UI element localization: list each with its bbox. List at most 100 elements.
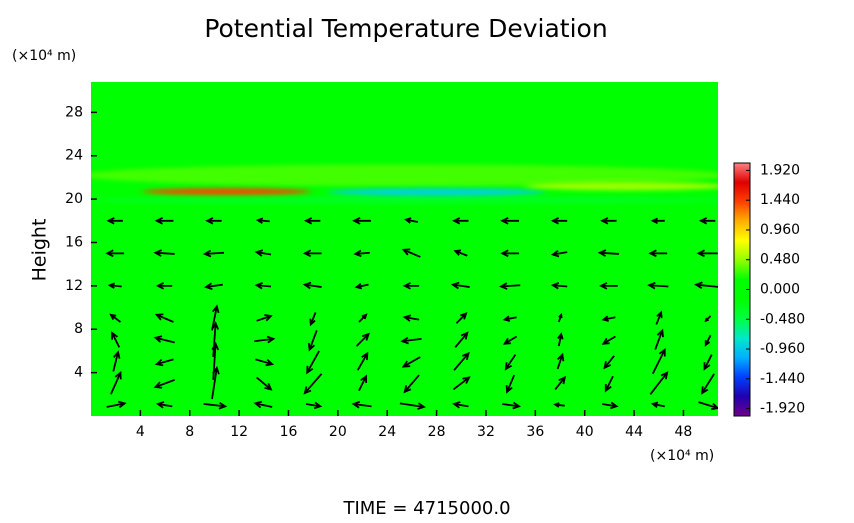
vector-arrow xyxy=(603,355,615,370)
field-feature xyxy=(91,196,718,204)
vector-arrow xyxy=(203,401,228,410)
vector-arrow xyxy=(400,336,422,345)
vector-arrow xyxy=(302,281,322,290)
vector-arrow xyxy=(254,282,272,290)
vector-arrow xyxy=(696,249,718,258)
y-tick-label: 16 xyxy=(65,234,83,250)
y-tick-label: 12 xyxy=(65,278,83,294)
vector-arrow xyxy=(553,402,565,408)
vector-arrow xyxy=(256,314,273,322)
vector-arrow xyxy=(500,249,520,258)
vector-arrow xyxy=(504,354,517,371)
colorbar: 1.920 1.440 0.960 0.480 0.000 -0.480 -0.960 -1.… xyxy=(733,162,805,417)
vector-arrow xyxy=(309,312,317,327)
vector-arrow xyxy=(107,282,122,289)
vector-arrow xyxy=(211,304,220,331)
vector-arrow xyxy=(600,217,617,225)
vector-arrow xyxy=(358,313,368,323)
vector-arrow xyxy=(651,347,666,375)
vector-arrow xyxy=(155,282,173,290)
colorbar-tick-label: -1.920 xyxy=(760,401,805,417)
vector-arrow xyxy=(502,401,522,410)
vector-arrow xyxy=(399,402,426,410)
vector-arrow xyxy=(354,282,369,290)
x-tick-label: 28 xyxy=(428,424,446,440)
vector-arrow xyxy=(454,331,469,348)
vector-arrow xyxy=(452,401,469,409)
vector-arrow xyxy=(253,400,273,409)
vector-arrow xyxy=(403,217,419,224)
vector-arrow xyxy=(106,400,127,409)
vector-arrow xyxy=(601,335,616,345)
vector-arrow xyxy=(499,282,521,290)
vector-arrow xyxy=(650,401,665,409)
vector-arrow xyxy=(353,249,370,258)
vector-arrow xyxy=(452,376,471,391)
vector-arrow xyxy=(153,249,175,257)
vector-arrow xyxy=(355,332,370,347)
vector-arrow xyxy=(655,310,663,325)
footer-label: TIME = 4715000.0 xyxy=(342,498,510,519)
y-tick-label: 28 xyxy=(65,104,83,120)
colorbar-tick-label: 0.000 xyxy=(760,282,800,298)
vector-arrow xyxy=(703,354,713,371)
colorbar-tick-label: 0.480 xyxy=(760,252,800,268)
vector-arrow xyxy=(110,370,122,395)
x-tick-label: 24 xyxy=(378,424,396,440)
vector-arrow xyxy=(453,351,470,371)
x-tick-label: 20 xyxy=(329,424,347,440)
vector-arrow xyxy=(604,375,614,393)
vector-arrow xyxy=(305,401,323,410)
vector-arrow xyxy=(112,350,121,372)
x-tick-label: 16 xyxy=(280,424,298,440)
x-unit-label: (×10⁴ m) xyxy=(650,448,714,464)
vector-arrow xyxy=(455,312,468,324)
vector-arrow xyxy=(597,249,620,257)
vector-arrow xyxy=(306,350,320,375)
vector-arrow xyxy=(403,374,420,394)
field-feature xyxy=(327,188,546,196)
vector-arrow xyxy=(356,351,369,371)
y-tick-label: 8 xyxy=(74,321,83,337)
vector-arrow xyxy=(453,249,468,257)
vector-arrow xyxy=(450,281,470,290)
vector-arrow xyxy=(502,335,518,345)
vector-arrow xyxy=(402,314,420,322)
vector-arrow xyxy=(601,315,616,322)
vector-arrow xyxy=(648,249,668,258)
x-tick-label: 4 xyxy=(136,424,145,440)
field-feature xyxy=(525,181,718,191)
y-tick-label: 4 xyxy=(74,365,83,381)
vector-arrow xyxy=(105,249,125,258)
vector-arrow xyxy=(452,217,469,225)
colorbar-tick-label: 1.440 xyxy=(760,192,800,208)
vector-arrow xyxy=(202,249,225,258)
vector-arrow xyxy=(704,334,712,347)
vector-arrow xyxy=(557,332,564,347)
vector-arrow xyxy=(106,217,123,225)
chart-title: Potential Temperature Deviation xyxy=(204,14,607,43)
colorbar-tick-label: -0.960 xyxy=(760,341,805,357)
vector-arrow xyxy=(556,352,565,370)
vector-arrow xyxy=(502,315,517,322)
vector-arrow xyxy=(694,281,718,290)
vector-arrow xyxy=(153,335,175,344)
vector-arrow xyxy=(109,313,122,323)
vector-arrow xyxy=(303,373,323,395)
vector-arrow xyxy=(701,373,715,395)
field-feature xyxy=(142,188,311,195)
x-tick-label: 40 xyxy=(576,424,594,440)
vector-arrow xyxy=(302,249,322,258)
vector-arrow xyxy=(654,328,664,351)
vector-arrow xyxy=(255,217,270,224)
vector-arrow xyxy=(698,217,716,225)
colorbar-tick-label: -0.480 xyxy=(760,311,805,327)
vector-arrow xyxy=(256,376,273,391)
vector-arrow xyxy=(351,400,372,409)
vector-arrow xyxy=(402,282,420,290)
x-tick-label: 8 xyxy=(185,424,194,440)
colorbar-tick-label: 0.960 xyxy=(760,222,800,238)
vector-arrow xyxy=(111,331,121,348)
